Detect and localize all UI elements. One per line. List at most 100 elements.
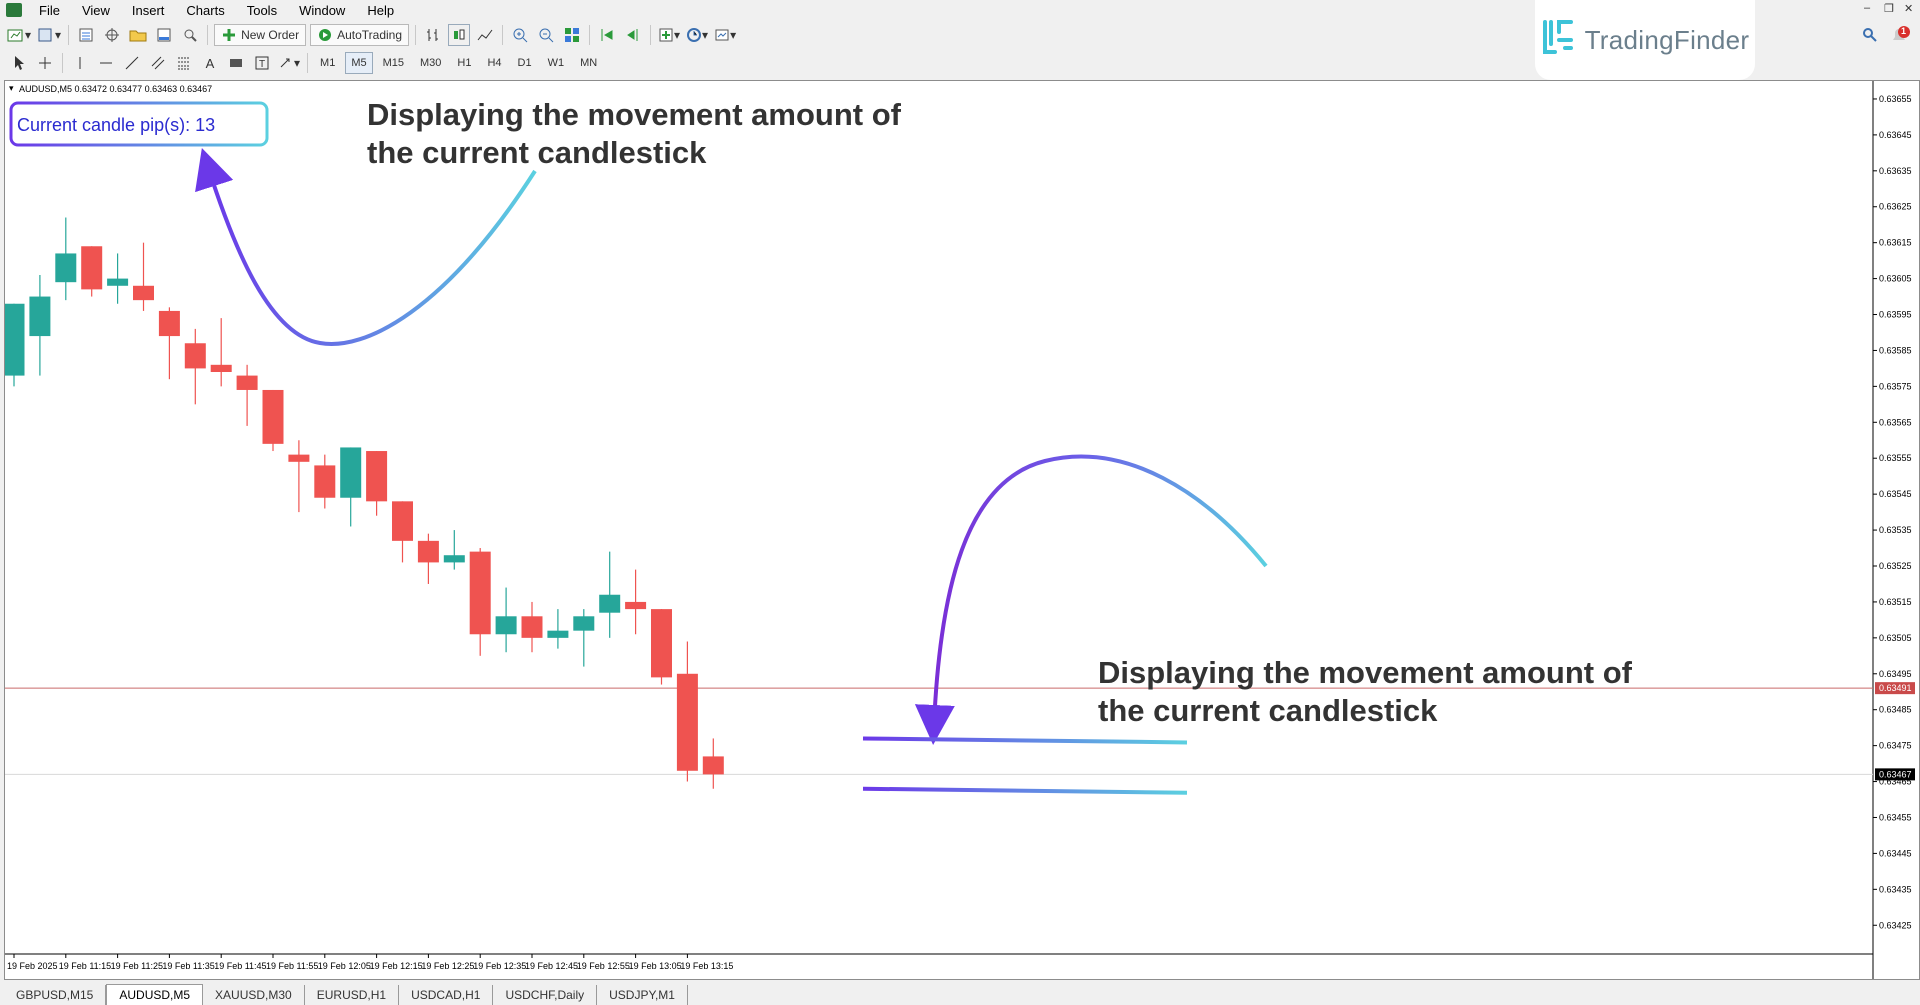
candle-body: [573, 616, 595, 631]
price-tick-label: 0.63505: [1879, 633, 1912, 643]
tab-xauusd-m30[interactable]: XAUUSD,M30: [203, 985, 305, 1005]
candle-body: [3, 303, 25, 376]
arrows-icon[interactable]: ▾: [277, 52, 301, 74]
candlestick-icon[interactable]: [448, 24, 471, 46]
strategy-tester-icon[interactable]: [179, 24, 201, 46]
chart-window[interactable]: 0.63655 0.63645 0.63635 0.63625 0.63615 0.636…: [3, 80, 1920, 980]
folder-icon[interactable]: [127, 24, 149, 46]
menu-view[interactable]: View: [81, 2, 110, 18]
toolbar-divider: [589, 25, 591, 45]
tab-eurusd-h1[interactable]: EURUSD,H1: [305, 985, 400, 1005]
trendline-icon[interactable]: [121, 52, 143, 74]
timeframe-m1[interactable]: M1: [320, 57, 336, 69]
candle-body: [443, 555, 465, 563]
close-button[interactable]: ✕: [1904, 3, 1914, 15]
timeframe-w1[interactable]: W1: [547, 57, 565, 69]
tab-gbpusd-m15[interactable]: GBPUSD,M15: [4, 985, 107, 1005]
price-levels: [5, 687, 1873, 775]
price-tick-label: 0.63605: [1879, 274, 1912, 284]
channel-icon[interactable]: [147, 52, 169, 74]
toolbar-divider: [307, 53, 309, 73]
tile-windows-icon[interactable]: [561, 24, 583, 46]
current-candle-pips: Current candle pip(s): 13: [17, 115, 215, 135]
terminal-icon[interactable]: [153, 24, 175, 46]
toolbar-divider: [415, 25, 417, 45]
text-icon[interactable]: A: [205, 55, 215, 71]
price-chart[interactable]: 0.63655 0.63645 0.63635 0.63625 0.63615 0.636…: [3, 81, 1919, 979]
time-tick-label: 19 Feb 11:15: [59, 961, 111, 971]
candle-body: [340, 447, 362, 498]
crosshair-icon[interactable]: [34, 52, 56, 74]
menu-charts[interactable]: Charts: [186, 2, 225, 18]
cursor-icon[interactable]: [8, 52, 30, 74]
candle-body: [521, 616, 543, 638]
menu-insert[interactable]: Insert: [131, 2, 165, 18]
price-tick-label: 0.63485: [1879, 705, 1912, 715]
notifications-icon[interactable]: 1: [1890, 26, 1910, 49]
periods-icon[interactable]: ▾: [685, 24, 709, 46]
menu-file[interactable]: File: [39, 2, 60, 18]
standard-toolbar: ▾ ▾ New Order AutoTrading ▾ ▾ ▾: [0, 22, 1500, 48]
zoom-out-icon[interactable]: [535, 24, 557, 46]
chart-header-arrow: ▾: [9, 83, 14, 93]
search-icon[interactable]: [1862, 27, 1878, 48]
price-tick-label: 0.63465: [1879, 777, 1912, 787]
price-tick-label: 0.63565: [1879, 417, 1912, 427]
auto-scroll-icon[interactable]: [596, 24, 618, 46]
time-tick-label: 19 Feb 12:55: [577, 961, 630, 971]
tab-usdchf-daily[interactable]: USDCHF,Daily: [493, 985, 598, 1005]
time-tick-label: 19 Feb 13:05: [629, 961, 682, 971]
timeframe-m15[interactable]: M15: [382, 57, 404, 69]
price-tick-label: 0.63555: [1879, 453, 1912, 463]
new-order-button[interactable]: New Order: [214, 24, 307, 46]
profiles-icon[interactable]: ▾: [36, 24, 62, 46]
timeframe-mn[interactable]: MN: [580, 57, 598, 69]
indicators-icon[interactable]: ▾: [657, 24, 681, 46]
timeframe-m30[interactable]: M30: [420, 57, 442, 69]
menu-window[interactable]: Window: [299, 2, 346, 18]
price-tick-label: 0.63425: [1879, 920, 1912, 930]
text-label-icon[interactable]: T: [251, 52, 273, 74]
candle-body: [625, 601, 647, 610]
navigator-icon[interactable]: [101, 24, 123, 46]
price-tick-label: 0.63645: [1879, 130, 1912, 140]
minimize-button[interactable]: –: [1864, 2, 1871, 14]
tab-usdcad-h1[interactable]: USDCAD,H1: [399, 985, 494, 1005]
bar-chart-icon[interactable]: [422, 24, 444, 46]
tab-audusd-m5[interactable]: AUDUSD,M5: [106, 984, 204, 1005]
price-tick-label: 0.63655: [1879, 94, 1912, 104]
price-tick-label: 0.63495: [1879, 669, 1912, 679]
label-icon[interactable]: [225, 52, 247, 74]
candle-body: [158, 310, 180, 337]
price-tick-label: 0.63595: [1879, 310, 1912, 320]
last-price-label: 0.63467: [1875, 768, 1915, 781]
brand-logo: TradingFinder: [1535, 0, 1755, 80]
price-tick-label: 0.63535: [1879, 525, 1912, 535]
line-chart-icon[interactable]: [474, 24, 496, 46]
templates-icon[interactable]: ▾: [713, 24, 737, 46]
time-tick-label: 19 Feb 12:35: [473, 961, 526, 971]
candle-body: [29, 296, 51, 337]
time-tick-label: 19 Feb 12:15: [370, 961, 423, 971]
horizontal-line-icon[interactable]: [95, 52, 117, 74]
tab-usdjpy-m1[interactable]: USDJPY,M1: [597, 985, 688, 1005]
fibonacci-icon[interactable]: [173, 52, 195, 74]
current-candle-high-line: [862, 736, 1188, 745]
candle-body: [210, 364, 232, 372]
timeframe-m5[interactable]: M5: [345, 52, 373, 74]
chart-shift-icon[interactable]: [622, 24, 644, 46]
zoom-in-icon[interactable]: [509, 24, 531, 46]
menu-bar: File View Insert Charts Tools Window Hel…: [0, 0, 1920, 20]
menu-tools[interactable]: Tools: [246, 2, 278, 18]
timeframe-h4[interactable]: H4: [487, 57, 502, 69]
vertical-line-icon[interactable]: [69, 52, 91, 74]
annotation-2-line-1: Displaying the movement amount of: [1098, 655, 1633, 690]
menu-help[interactable]: Help: [367, 2, 395, 18]
market-watch-icon[interactable]: [75, 24, 97, 46]
timeframe-h1[interactable]: H1: [457, 57, 472, 69]
price-tick-label: 0.63525: [1879, 561, 1912, 571]
restore-button[interactable]: ❐: [1884, 3, 1894, 15]
new-chart-icon[interactable]: ▾: [6, 24, 32, 46]
autotrading-button[interactable]: AutoTrading: [310, 24, 410, 46]
timeframe-d1[interactable]: D1: [517, 57, 532, 69]
